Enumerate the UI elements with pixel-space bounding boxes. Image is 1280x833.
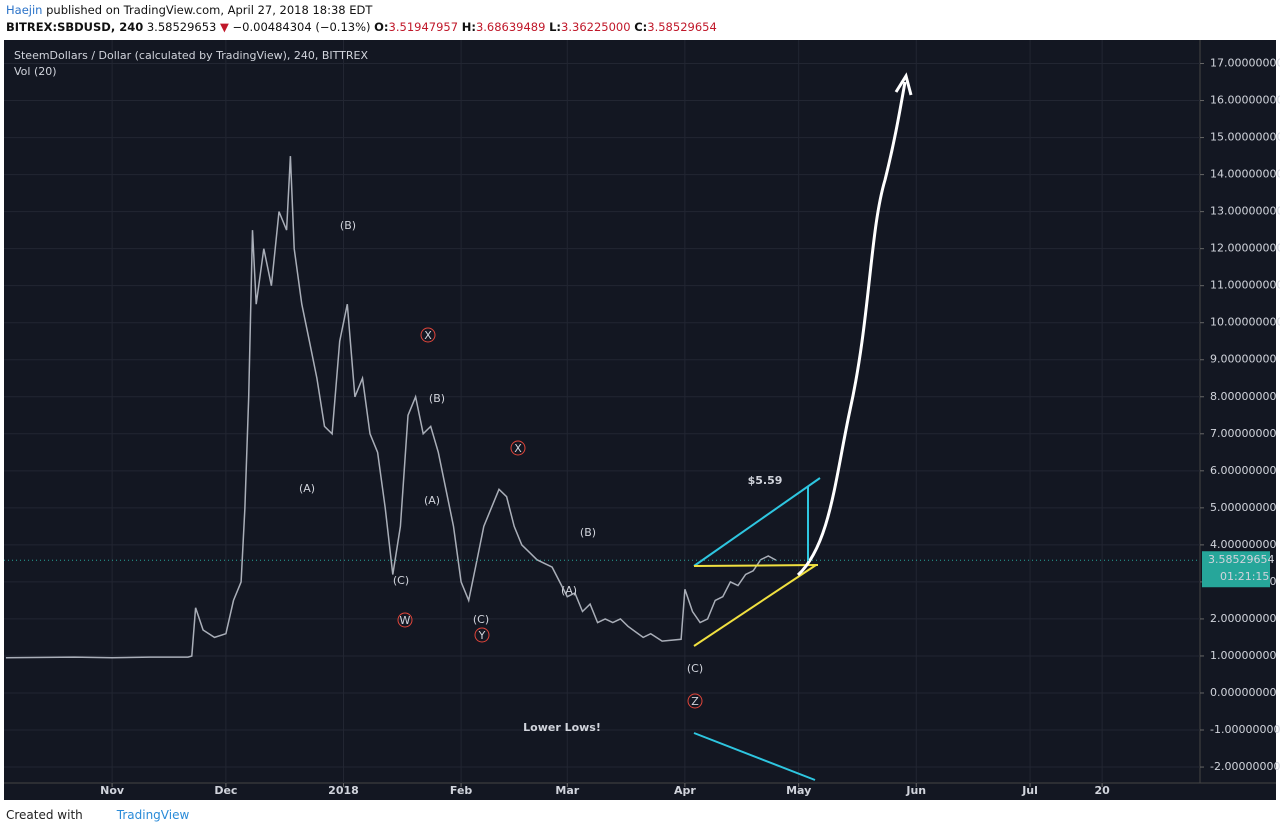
last-price-tag [1202, 551, 1270, 588]
chart: SteemDollars / Dollar (calculated by Tra… [4, 40, 1280, 800]
wave-label: (A) [561, 584, 577, 597]
x-tick-label: 2018 [328, 784, 359, 797]
y-tick-label: 9.00000000 [1210, 353, 1276, 366]
header-line: Haejin published on TradingView.com, Apr… [6, 2, 717, 19]
wave-label: (B) [580, 526, 596, 539]
ohlc-key: O: [374, 20, 389, 34]
axes: -2.00000000 -1.00000000 0.00000000 1.000000… [4, 57, 1280, 797]
y-tick-label: 16.00000000 [1210, 94, 1280, 107]
brand[interactable]: TradingView [116, 808, 190, 822]
x-tick-label: Apr [674, 784, 696, 797]
arrow-head [894, 72, 913, 96]
wave-label: X [424, 329, 432, 342]
y-tick-label: 14.00000000 [1210, 168, 1280, 181]
x-tick-label: Jul [1021, 784, 1038, 797]
countdown: 01:21:15 [1220, 570, 1269, 583]
ohlc-value: 3.36225000 [561, 20, 631, 34]
y-tick-label: 10.00000000 [1210, 316, 1280, 329]
wave-circle [687, 693, 703, 709]
chart-title: SteemDollars / Dollar (calculated by Tra… [14, 49, 368, 62]
x-tick-label: Mar [555, 784, 579, 797]
footer: Created with TradingView [6, 808, 189, 822]
y-tick-label: 8.00000000 [1210, 390, 1276, 403]
annotations: (B) (A) (C) W X (B) (A) (C) Y X (B) (A) (C) Z $5.59 Low… [299, 219, 782, 734]
ohlc-value: 3.58529654 [647, 20, 717, 34]
x-tick-label: 20 [1094, 784, 1110, 797]
wave-label: (C) [473, 613, 489, 626]
y-tick-label: 1.00000000 [1210, 649, 1276, 662]
wave-circle [474, 627, 490, 643]
wave-label: (A) [424, 494, 440, 507]
wave-label: W [400, 614, 411, 627]
wave-circle [510, 440, 526, 456]
plot [5, 156, 777, 659]
y-tick-label: 0.00000000 [1210, 686, 1276, 699]
y-tick-label: 5.00000000 [1210, 501, 1276, 514]
trend-line [693, 564, 817, 647]
author[interactable]: Haejin [6, 3, 43, 17]
arrow: ▼ [220, 20, 229, 34]
ohlc-key: L: [549, 20, 562, 34]
ohlc: O:3.51947957 H:3.68639489 L:3.36225000 C… [374, 20, 717, 34]
y-tick-label: -2.00000000 [1210, 760, 1280, 773]
note: Lower Lows! [523, 721, 601, 734]
x-tick-label: Jun [905, 784, 926, 797]
drawings [693, 72, 913, 781]
y-tick-label: 4.00000000 [1210, 538, 1276, 551]
y-tick-label: 12.00000000 [1210, 242, 1280, 255]
symbol: BITREX:SBDUSD, 240 [6, 20, 144, 34]
chart-subtitle: Vol (20) [14, 65, 57, 78]
y-tick-label: -1.00000000 [1210, 723, 1280, 736]
last-price-label: 3.58529654 [1208, 553, 1274, 566]
published: published on TradingView.com, April 27, … [46, 3, 373, 17]
change: −0.00484304 (−0.13%) [232, 20, 371, 34]
wave-label: (A) [299, 482, 315, 495]
wave-circle [420, 327, 436, 343]
note: $5.59 [748, 474, 783, 487]
last: 3.58529653 [146, 20, 217, 34]
wave-label: (C) [393, 574, 409, 587]
y-tick-label: 15.00000000 [1210, 131, 1280, 144]
y-tick-label: 11.00000000 [1210, 279, 1280, 292]
ohlc-value: 3.51947957 [388, 20, 459, 34]
y-tick-label: 2.00000000 [1210, 612, 1276, 625]
y-tick-label: 6.00000000 [1210, 464, 1276, 477]
x-tick-label: Nov [100, 784, 125, 797]
trend-line [693, 564, 819, 567]
wave-label: Z [691, 695, 699, 708]
price-line [5, 156, 777, 659]
wave-label: X [514, 442, 522, 455]
x-tick-label: May [786, 784, 811, 797]
grid [4, 40, 1200, 783]
wave-circle [397, 612, 413, 628]
ohlc-key: H: [461, 20, 476, 34]
created: Created with [6, 808, 83, 822]
header: Haejin published on TradingView.com, Apr… [6, 2, 717, 36]
ohlc-value: 3.68639489 [475, 20, 546, 34]
wave-label: (C) [687, 662, 703, 675]
y-tick-label: 17.00000000 [1210, 57, 1280, 70]
chart-background [4, 40, 1276, 800]
header-line: BITREX:SBDUSD, 240 3.58529653 ▼ −0.00484… [6, 19, 717, 36]
y-tick-label: 7.00000000 [1210, 427, 1276, 440]
trend-line [693, 477, 821, 567]
trend-line [693, 732, 816, 781]
x-tick-label: Feb [450, 784, 473, 797]
ohlc-key: C: [634, 20, 648, 34]
wave-label: Y [478, 629, 486, 642]
x-tick-label: Dec [214, 784, 237, 797]
projection-arrow [796, 81, 907, 577]
wave-label: (B) [340, 219, 356, 232]
y-tick-label: 13.00000000 [1210, 205, 1280, 218]
wave-label: (B) [429, 392, 445, 405]
